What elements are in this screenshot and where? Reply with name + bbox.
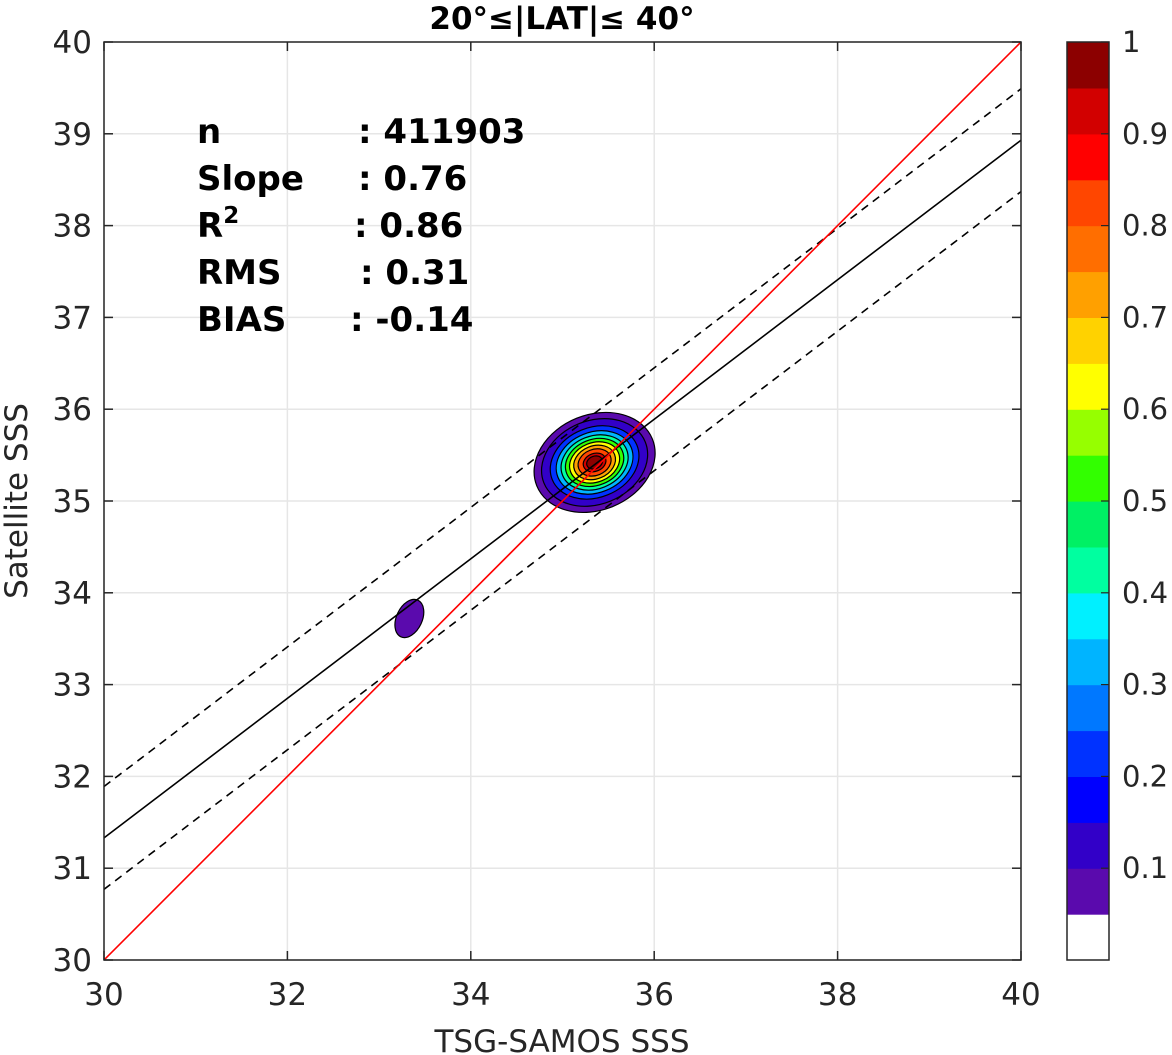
colorbar-segment bbox=[1067, 87, 1109, 135]
colorbar-segment bbox=[1067, 868, 1109, 915]
x-tick-label: 40 bbox=[1001, 977, 1040, 1013]
colorbar-segment bbox=[1067, 409, 1109, 456]
colorbar-segment bbox=[1067, 684, 1109, 732]
plot-title: 20°≤|LAT|≤ 40° bbox=[429, 1, 694, 37]
stats-annotation: n : 411903 Slope : 0.76 R2 : 0.86 RMS : 0.31 BIA… bbox=[197, 112, 525, 340]
upper-bound-line bbox=[104, 88, 1021, 788]
stat-label: R2 bbox=[197, 203, 239, 246]
colorbar-segment bbox=[1067, 822, 1109, 869]
x-tick-label: 34 bbox=[451, 977, 490, 1013]
colorbar-tick-label: 0.8 bbox=[1122, 209, 1168, 243]
fit-lines bbox=[104, 42, 1021, 960]
colorbar-tick-label: 1 bbox=[1122, 25, 1140, 59]
colorbar-segment bbox=[1067, 455, 1109, 502]
y-tick-label: 33 bbox=[53, 668, 92, 704]
x-tick-label: 30 bbox=[84, 977, 123, 1013]
y-axis-title: Satellite SSS bbox=[0, 403, 35, 599]
stat-value: : 0.76 bbox=[358, 159, 467, 199]
one-to-one-line bbox=[104, 42, 1021, 960]
lower-bound-line bbox=[104, 190, 1021, 890]
colorbar-tick-label: 0.5 bbox=[1122, 484, 1168, 518]
grid-lines bbox=[103, 41, 1022, 961]
colorbar-segment bbox=[1067, 638, 1109, 686]
stat-value: : 411903 bbox=[358, 112, 525, 152]
x-axis-title: TSG-SAMOS SSS bbox=[434, 1024, 690, 1055]
colorbar-segment bbox=[1067, 42, 1109, 89]
colorbar-tick-label: 0.7 bbox=[1122, 300, 1168, 334]
y-tick-label: 36 bbox=[53, 392, 92, 428]
colorbar-segment bbox=[1067, 179, 1109, 227]
colorbar-segment bbox=[1067, 317, 1109, 364]
stat-value: : 0.31 bbox=[360, 253, 469, 293]
colorbar-segment bbox=[1067, 730, 1109, 777]
y-tick-label: 32 bbox=[53, 759, 92, 795]
regression-line bbox=[104, 139, 1021, 839]
colorbar-tick-label: 0.9 bbox=[1122, 117, 1168, 151]
colorbar-tick-label: 0.4 bbox=[1122, 576, 1168, 610]
colorbar-segment bbox=[1067, 133, 1109, 181]
colorbar-segment bbox=[1067, 271, 1109, 318]
colorbar-segment bbox=[1067, 776, 1109, 823]
colorbar-segment bbox=[1067, 914, 1109, 961]
colorbar-segment bbox=[1067, 546, 1109, 594]
stat-label: n bbox=[197, 112, 221, 152]
colorbar-segment bbox=[1067, 592, 1109, 640]
colorbar: 0.1 0.2 0.3 0.4 0.5 0.6 0.7 0.8 0.9 1 bbox=[1066, 25, 1168, 961]
axis-ticks: 30 32 34 36 38 40 30 31 32 33 34 35 36 37 38 39 40 bbox=[53, 25, 1041, 1013]
y-tick-label: 40 bbox=[53, 25, 92, 61]
x-tick-label: 32 bbox=[268, 977, 307, 1013]
stat-label: BIAS bbox=[197, 300, 286, 340]
colorbar-segment bbox=[1067, 363, 1109, 410]
colorbar-tick-label: 0.3 bbox=[1122, 668, 1168, 702]
x-tick-label: 36 bbox=[634, 977, 673, 1013]
y-tick-label: 31 bbox=[53, 851, 92, 887]
stat-value: : 0.86 bbox=[354, 206, 463, 246]
y-tick-label: 30 bbox=[53, 943, 92, 979]
colorbar-segment bbox=[1067, 501, 1109, 548]
y-tick-label: 35 bbox=[53, 484, 92, 520]
stat-label: Slope bbox=[197, 159, 304, 199]
x-tick-label: 38 bbox=[818, 977, 857, 1013]
colorbar-tick-label: 0.1 bbox=[1122, 851, 1168, 885]
y-tick-label: 37 bbox=[53, 300, 92, 336]
secondary-contour bbox=[394, 598, 425, 639]
colorbar-tick-label: 0.6 bbox=[1122, 392, 1168, 426]
y-tick-label: 39 bbox=[53, 117, 92, 153]
stat-label: RMS bbox=[197, 253, 282, 293]
y-tick-label: 38 bbox=[53, 209, 92, 245]
stat-value: : -0.14 bbox=[350, 300, 473, 340]
y-tick-label: 34 bbox=[53, 576, 92, 612]
colorbar-tick-label: 0.2 bbox=[1122, 759, 1168, 793]
colorbar-segment bbox=[1067, 225, 1109, 273]
